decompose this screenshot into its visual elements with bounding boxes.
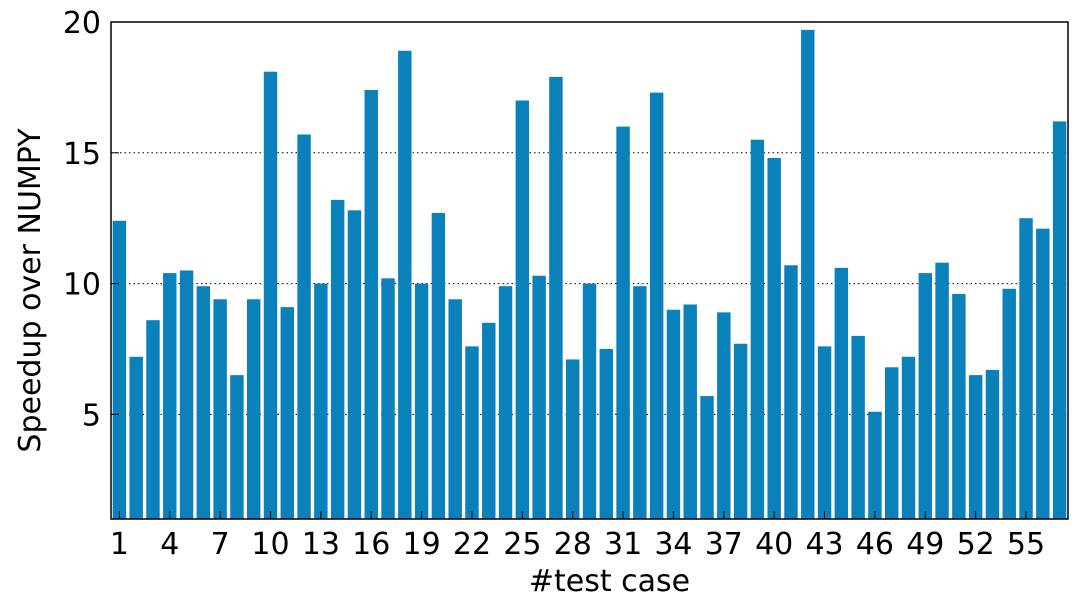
bar bbox=[213, 299, 227, 519]
x-tick-label: 22 bbox=[453, 527, 491, 562]
bar bbox=[1052, 121, 1067, 520]
bar bbox=[683, 304, 697, 519]
bar bbox=[884, 367, 899, 519]
x-tick-label: 40 bbox=[755, 527, 793, 562]
bar bbox=[985, 369, 1000, 519]
bar bbox=[196, 286, 211, 519]
bar bbox=[398, 50, 412, 520]
y-axis-label: Speedup over NUMPY bbox=[13, 128, 48, 453]
bar bbox=[146, 320, 160, 519]
x-tick-label: 46 bbox=[856, 527, 894, 562]
bar bbox=[968, 375, 983, 519]
bar bbox=[733, 343, 748, 519]
bar bbox=[565, 359, 580, 519]
bar bbox=[364, 90, 378, 519]
bar bbox=[750, 139, 765, 520]
plot-frame bbox=[110, 21, 1069, 520]
ticks: 5 10 15 20 1 4 7 10 13 16 19 22 25 28 31 34 37 40 43 46 49 52… bbox=[63, 6, 1045, 562]
bar bbox=[549, 76, 563, 519]
bar bbox=[381, 278, 395, 519]
bar bbox=[767, 158, 781, 519]
x-tick-label: 7 bbox=[211, 527, 230, 562]
x-tick-label: 28 bbox=[554, 527, 592, 562]
bar bbox=[918, 273, 933, 519]
x-tick-label: 43 bbox=[805, 527, 843, 562]
bar bbox=[868, 411, 882, 519]
x-tick-label: 49 bbox=[906, 527, 944, 562]
bar bbox=[700, 396, 714, 519]
bar bbox=[901, 356, 916, 519]
bar bbox=[952, 294, 966, 519]
bar bbox=[582, 283, 597, 519]
y-tick-label: 20 bbox=[63, 6, 101, 41]
bar bbox=[633, 286, 647, 519]
x-tick-label: 34 bbox=[654, 527, 692, 562]
bar bbox=[129, 356, 143, 519]
bar bbox=[616, 126, 630, 519]
x-tick-label: 10 bbox=[251, 527, 289, 562]
bar bbox=[935, 262, 949, 519]
bar bbox=[784, 265, 798, 519]
x-tick-label: 13 bbox=[302, 527, 340, 562]
x-tick-label: 19 bbox=[403, 527, 441, 562]
bar bbox=[347, 210, 362, 519]
bar bbox=[851, 335, 865, 519]
bar bbox=[817, 346, 832, 519]
bar bbox=[246, 299, 261, 519]
bar bbox=[163, 273, 177, 519]
bar bbox=[801, 29, 815, 519]
bar bbox=[112, 220, 127, 520]
bar bbox=[599, 348, 614, 519]
bar bbox=[263, 71, 278, 519]
x-tick-label: 1 bbox=[110, 527, 129, 562]
bar bbox=[297, 134, 311, 519]
y-tick-label: 15 bbox=[63, 137, 101, 172]
bar bbox=[230, 375, 244, 519]
bar bbox=[717, 312, 731, 519]
bar bbox=[280, 307, 295, 519]
bar bbox=[834, 267, 849, 519]
bar bbox=[465, 346, 479, 519]
x-tick-label: 37 bbox=[705, 527, 743, 562]
x-tick-label: 52 bbox=[957, 527, 995, 562]
bar bbox=[314, 283, 328, 519]
x-tick-label: 16 bbox=[352, 527, 390, 562]
bar bbox=[649, 92, 664, 519]
bars bbox=[112, 29, 1067, 520]
bar bbox=[498, 286, 513, 519]
bar bbox=[431, 212, 446, 519]
bar bbox=[1002, 288, 1016, 519]
x-tick-label: 4 bbox=[160, 527, 179, 562]
y-tick-label: 10 bbox=[63, 268, 101, 303]
bar bbox=[330, 199, 345, 519]
x-axis-label: #test case bbox=[529, 564, 690, 599]
bar bbox=[1019, 218, 1033, 519]
bar bbox=[414, 283, 429, 519]
x-tick-label: 25 bbox=[503, 527, 541, 562]
bar bbox=[666, 309, 681, 519]
y-tick-label: 5 bbox=[82, 398, 101, 433]
x-tick-label: 55 bbox=[1007, 527, 1045, 562]
bar bbox=[515, 100, 530, 519]
bar bbox=[179, 270, 194, 519]
x-tick-label: 31 bbox=[604, 527, 642, 562]
bar bbox=[482, 322, 496, 519]
bar bbox=[448, 299, 462, 519]
bar bbox=[532, 275, 546, 519]
bar bbox=[1036, 228, 1050, 519]
